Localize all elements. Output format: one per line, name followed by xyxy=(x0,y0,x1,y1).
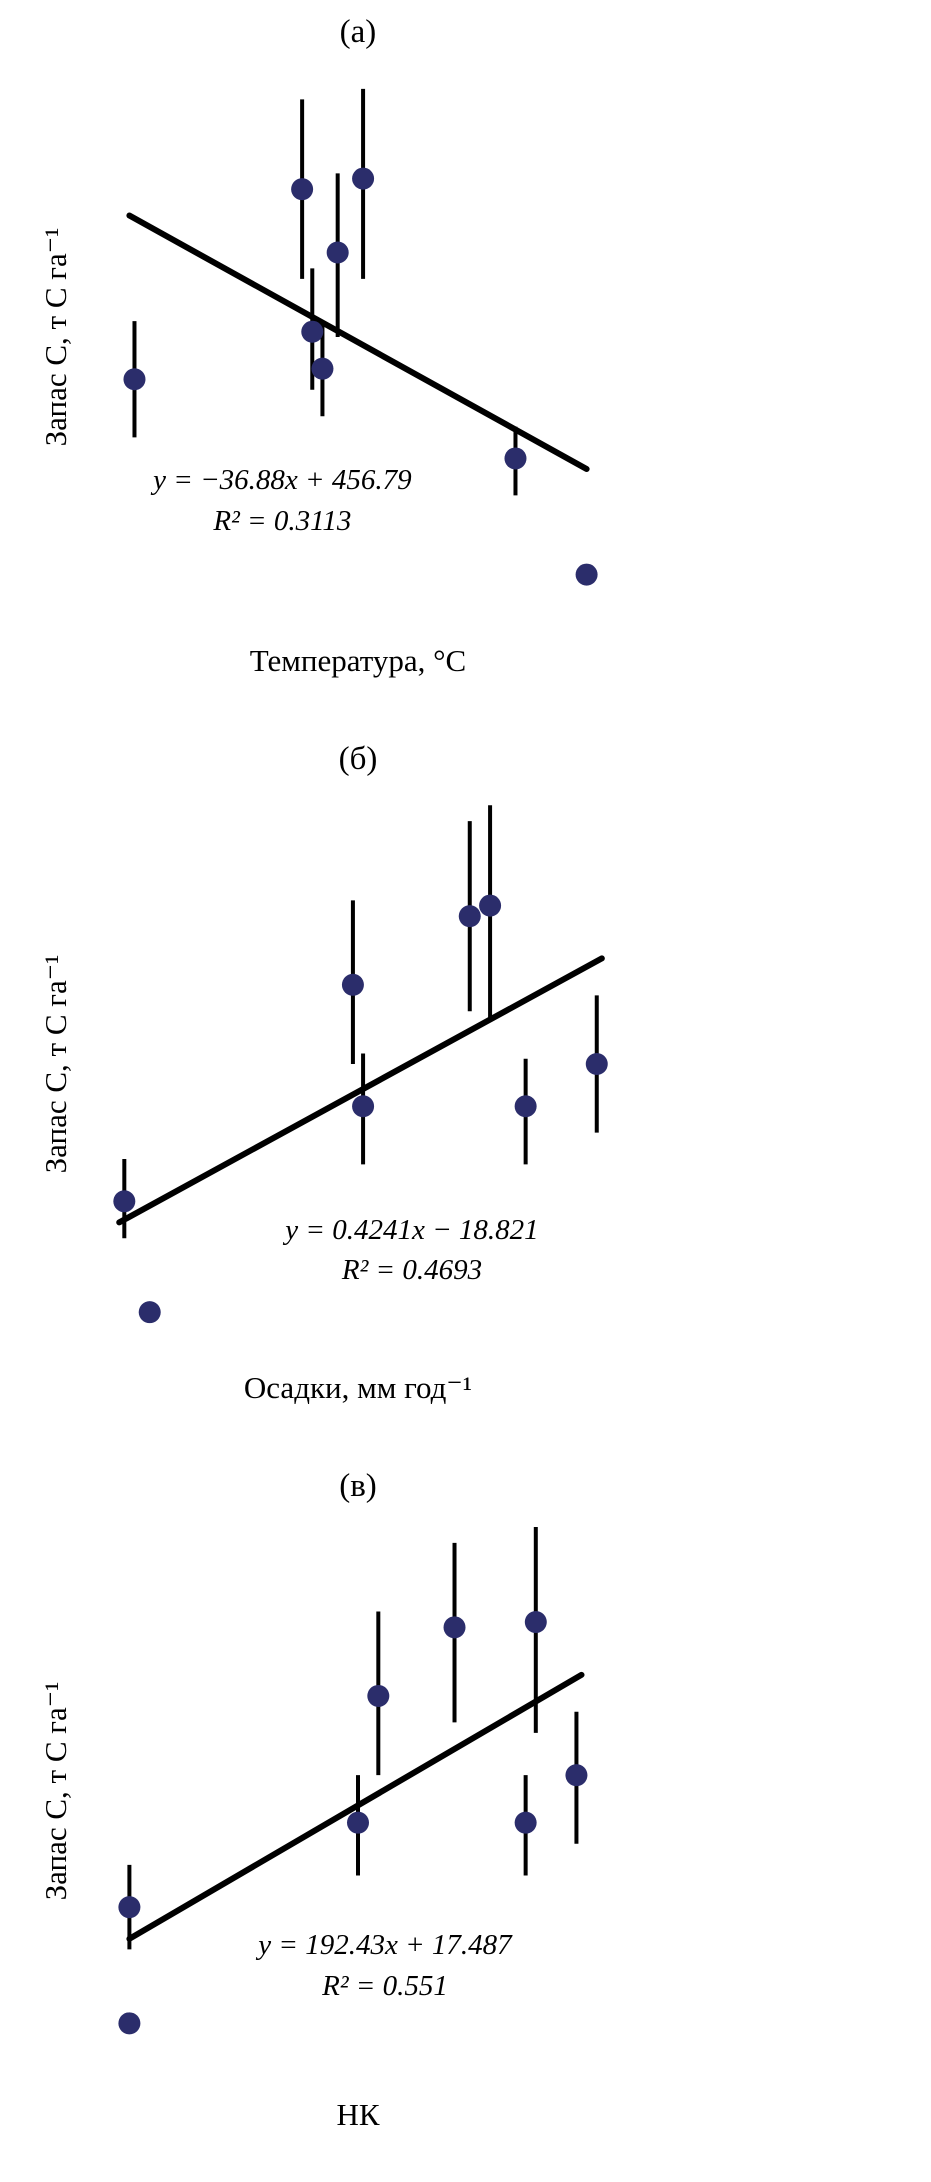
data-point xyxy=(514,1811,537,1834)
trend-line xyxy=(126,1671,585,1942)
y-axis-label: Запас С, т С га⁻¹ xyxy=(38,954,73,1174)
chart-title: (в) xyxy=(339,1468,377,1504)
data-point xyxy=(311,357,334,380)
r-squared: R² = 0.4693 xyxy=(341,1254,483,1287)
scatter-plot xyxy=(113,805,608,1324)
chart-panel-b: (б) Запас С, т С га⁻¹ y = 0.4241x − 18.8… xyxy=(0,727,931,1454)
y-axis-label: Запас С, т С га⁻¹ xyxy=(38,1681,73,1901)
chart-body: Запас С, т С га⁻¹ y = 192.43x + 17.487 R… xyxy=(24,1511,931,2071)
trend-line xyxy=(126,212,590,472)
regression-annotation: y = 0.4241x − 18.821 R² = 0.4693 xyxy=(285,1210,538,1291)
chart-panel-v: (в) Запас С, т С га⁻¹ y = 192.43x + 17.4… xyxy=(0,1454,931,2181)
data-point xyxy=(341,973,364,996)
data-point xyxy=(326,241,349,264)
data-point xyxy=(113,1190,136,1213)
y-axis: Запас С, т С га⁻¹ xyxy=(24,1511,88,2071)
data-point xyxy=(118,2012,141,2035)
regression-annotation: y = −36.88x + 456.79 R² = 0.3113 xyxy=(153,460,411,541)
scatter-plot xyxy=(123,88,598,586)
plot-area: y = 192.43x + 17.487 R² = 0.551 xyxy=(88,1511,628,2071)
data-point xyxy=(479,894,502,917)
x-axis-label: НК xyxy=(336,2097,380,2132)
data-point xyxy=(504,447,527,470)
data-point xyxy=(301,320,324,343)
x-axis-label: Температура, °C xyxy=(249,643,467,678)
data-point xyxy=(118,1896,141,1919)
plot-area: y = −36.88x + 456.79 R² = 0.3113 xyxy=(88,57,628,617)
r-squared: R² = 0.3113 xyxy=(213,504,352,537)
data-point xyxy=(565,1764,588,1787)
data-point xyxy=(443,1616,466,1639)
data-point xyxy=(291,178,314,201)
y-axis-label: Запас С, т С га⁻¹ xyxy=(38,227,73,447)
data-point xyxy=(458,905,481,928)
data-point xyxy=(138,1301,161,1324)
chart-title: (б) xyxy=(338,741,378,777)
regression-annotation: y = 192.43x + 17.487 R² = 0.551 xyxy=(258,1925,511,2006)
plot-area: y = 0.4241x − 18.821 R² = 0.4693 xyxy=(88,784,628,1344)
data-point xyxy=(367,1684,390,1707)
data-point xyxy=(123,368,146,391)
regression-equation: y = 0.4241x − 18.821 xyxy=(285,1213,539,1246)
y-axis: Запас С, т С га⁻¹ xyxy=(24,57,88,617)
data-point xyxy=(585,1053,608,1075)
data-point xyxy=(352,1095,375,1118)
regression-equation: y = −36.88x + 456.79 xyxy=(153,464,412,497)
y-axis: Запас С, т С га⁻¹ xyxy=(24,784,88,1344)
data-point xyxy=(352,167,375,190)
r-squared: R² = 0.551 xyxy=(322,1969,448,2002)
chart-panel-a: (а) Запас С, т С га⁻¹ y = −36.88x + 456.… xyxy=(0,0,931,727)
chart-body: Запас С, т С га⁻¹ y = −36.88x + 456.79 R… xyxy=(24,57,931,617)
data-point xyxy=(514,1095,537,1118)
scatter-plot xyxy=(118,1527,588,2035)
data-point xyxy=(524,1611,547,1634)
x-axis-label: Осадки, мм год⁻¹ xyxy=(243,1370,473,1405)
data-point xyxy=(575,563,598,586)
chart-body: Запас С, т С га⁻¹ y = 0.4241x − 18.821 R… xyxy=(24,784,931,1344)
regression-equation: y = 192.43x + 17.487 xyxy=(258,1929,512,1962)
chart-title: (а) xyxy=(339,14,377,50)
trend-line xyxy=(116,955,605,1226)
data-point xyxy=(347,1811,369,1834)
